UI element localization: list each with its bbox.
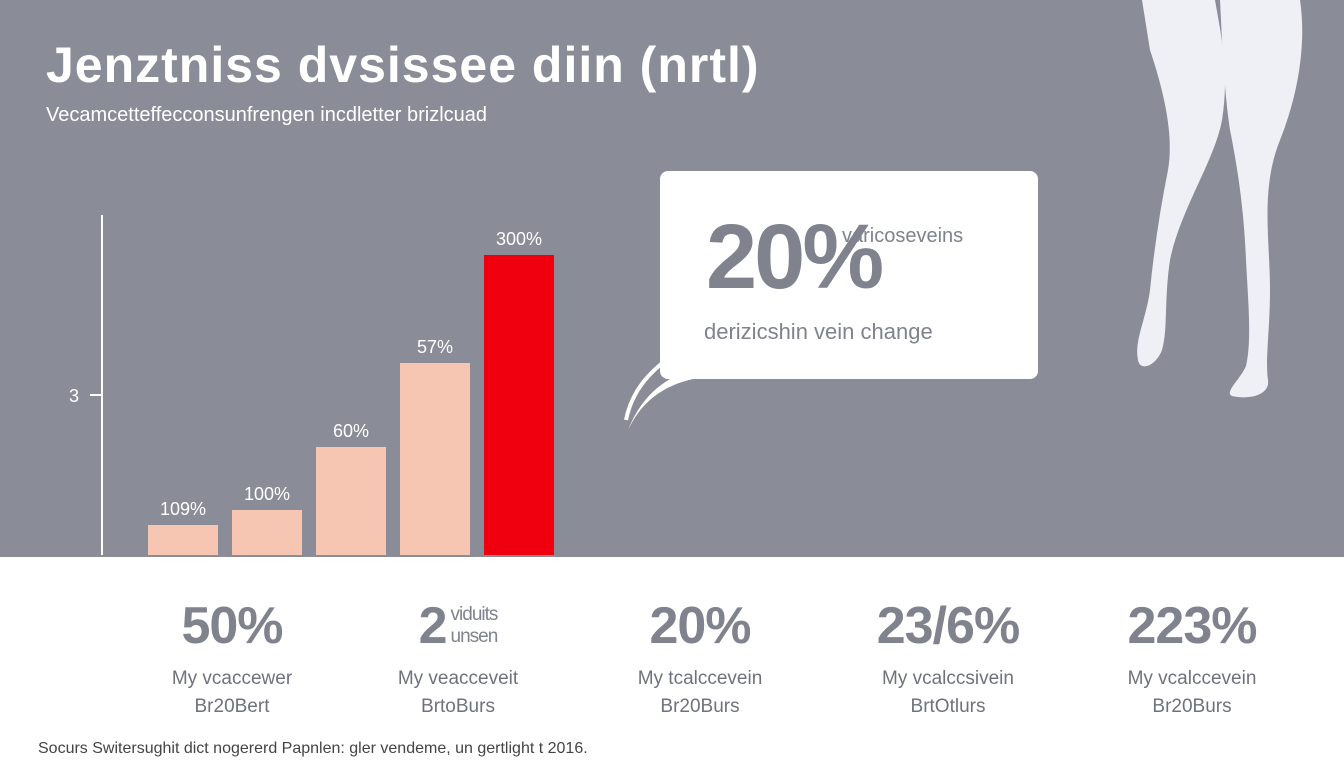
bar-data-label: 60% — [333, 421, 369, 441]
stat-label: My vcalccsivein — [882, 668, 1014, 689]
source-note: Socurs Switersughit dict nogererd Papnle… — [38, 740, 588, 757]
callout-tag: varicoseveins — [842, 225, 964, 247]
stat-sublabel: BrtOtlurs — [910, 696, 986, 717]
stat-sublabel: BrtoBurs — [421, 696, 495, 717]
y-tick-label: 3 — [69, 386, 79, 406]
stat-label: My tcalccevein — [637, 668, 763, 689]
stat-value: 2 viduits unsen — [338, 590, 578, 662]
stat-sublabel: Br20Bert — [194, 696, 270, 717]
callout-note: derizicshin vein change — [704, 319, 933, 344]
bar — [148, 525, 218, 555]
bar — [400, 363, 470, 555]
chart-title: Jenztniss dvsissee diin (nrtl) — [46, 37, 760, 93]
stat-item: 20% My tcalccevein Br20Burs — [580, 590, 820, 718]
bar — [232, 510, 302, 555]
bar-chart: 3 109% 100% 60% 57% 300% — [69, 215, 554, 555]
legs-silhouette — [1137, 0, 1303, 398]
stat-unit-line1: viduits — [450, 604, 499, 625]
stat-sublabel: Br20Burs — [1152, 696, 1232, 717]
stats-panel — [0, 557, 1344, 768]
stat-item: 2 viduits unsen My veacceveit BrtoBurs — [338, 590, 578, 718]
callout-box: 20% varicoseveins derizicshin vein chang… — [660, 171, 1038, 379]
stat-value-number: 2 — [418, 597, 448, 655]
stat-item: 23/6% My vcalccsivein BrtOtlurs — [828, 590, 1068, 718]
stat-label: My vcaccewer — [171, 668, 293, 689]
stat-item: 223% My vcalccevein Br20Burs — [1072, 590, 1312, 718]
callout-value: 20% — [706, 206, 884, 308]
stat-value: 20% — [649, 597, 751, 655]
bar-data-label: 109% — [160, 499, 206, 519]
stat-label: My vcalccevein — [1127, 668, 1257, 689]
bar-data-label: 57% — [417, 337, 453, 357]
stat-item: 50% My vcaccewer Br20Bert — [112, 590, 352, 718]
bar — [316, 447, 386, 555]
bar-highlight — [484, 255, 554, 555]
stat-sublabel: Br20Burs — [660, 696, 740, 717]
stat-value: 223% — [1127, 597, 1258, 655]
stat-value: 23/6% — [876, 597, 1020, 655]
bar-data-label: 300% — [496, 229, 542, 249]
stat-value-unit: viduits unsen — [450, 604, 499, 648]
stat-value: 50% — [181, 597, 283, 655]
stat-unit-line2: unsen — [450, 626, 499, 647]
header-panel: Jenztniss dvsissee diin (nrtl) Vecamcett… — [0, 0, 1344, 557]
bar-data-label: 100% — [244, 484, 290, 504]
chart-subtitle: Vecamcetteffecconsunfrengen incdletter b… — [46, 104, 488, 126]
stat-label: My veacceveit — [397, 668, 519, 689]
